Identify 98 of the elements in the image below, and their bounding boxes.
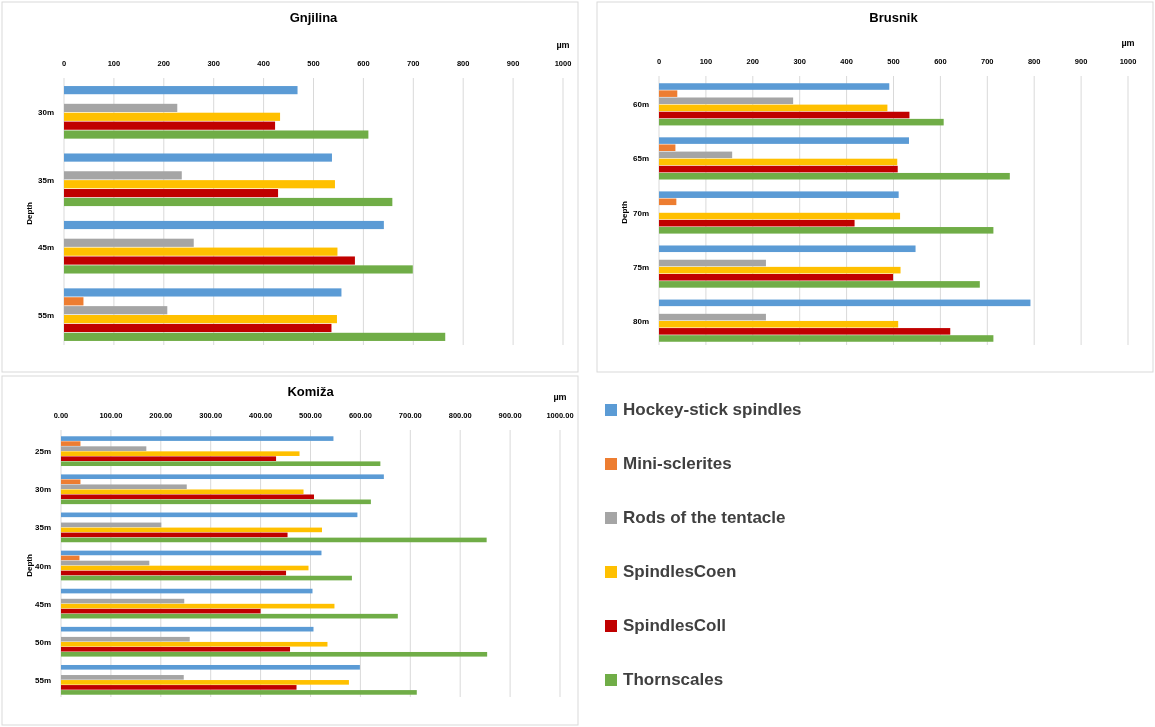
bar bbox=[659, 219, 855, 227]
bar bbox=[659, 313, 766, 321]
y-tick-label: 60m bbox=[632, 100, 649, 110]
bar bbox=[659, 335, 994, 342]
bar bbox=[61, 690, 417, 695]
y-axis-title: Depth bbox=[25, 202, 34, 225]
y-tick-label: 65m bbox=[632, 154, 649, 164]
y-tick-label: 50m bbox=[34, 637, 51, 647]
y-tick-label: 30m bbox=[34, 485, 51, 495]
bar bbox=[64, 332, 446, 341]
bar bbox=[64, 180, 335, 189]
bar bbox=[659, 158, 898, 166]
bar bbox=[64, 112, 281, 121]
legend-label: Rods of the tentacle bbox=[623, 508, 786, 527]
bar bbox=[61, 651, 488, 657]
bar bbox=[64, 265, 413, 274]
chart-title: Gnjilina bbox=[289, 10, 339, 25]
bar bbox=[64, 247, 338, 256]
bar bbox=[659, 83, 890, 90]
x-axis-title: µm bbox=[553, 392, 567, 402]
bar bbox=[61, 441, 81, 446]
y-tick-label: 35m bbox=[34, 523, 51, 533]
bar bbox=[61, 664, 360, 670]
bar bbox=[61, 451, 300, 456]
y-axis-title: Depth bbox=[25, 554, 34, 577]
bar bbox=[659, 212, 901, 220]
bar bbox=[659, 137, 909, 144]
bar bbox=[659, 245, 916, 253]
y-tick-label: 80m bbox=[632, 316, 649, 326]
y-tick-label: 35m bbox=[37, 175, 54, 185]
legend-label: SpindlesColl bbox=[623, 616, 726, 635]
x-axis-title: µm bbox=[1121, 38, 1135, 48]
bar bbox=[64, 238, 194, 247]
bar bbox=[61, 461, 381, 467]
bar bbox=[64, 197, 393, 207]
bar bbox=[61, 680, 349, 685]
bar bbox=[659, 281, 980, 288]
bar bbox=[659, 266, 901, 274]
bar bbox=[659, 273, 894, 281]
bar bbox=[64, 297, 84, 306]
legend-label: SpindlesCoen bbox=[623, 562, 737, 581]
bar bbox=[659, 299, 1031, 307]
bar bbox=[659, 191, 899, 198]
y-tick-label: 55m bbox=[37, 310, 54, 320]
bar bbox=[64, 306, 168, 315]
bar bbox=[61, 646, 291, 652]
bar bbox=[61, 484, 187, 490]
bar bbox=[64, 171, 182, 180]
y-tick-label: 75m bbox=[632, 262, 649, 272]
y-tick-label: 40m bbox=[34, 561, 51, 571]
y-tick-label: 70m bbox=[632, 208, 649, 218]
y-tick-label: 30m bbox=[37, 108, 54, 118]
bar bbox=[64, 86, 298, 95]
legend-label: Hockey-stick spindles bbox=[623, 400, 802, 419]
bar bbox=[64, 256, 355, 265]
bar bbox=[64, 189, 279, 198]
chart-title: Komiža bbox=[287, 384, 335, 399]
bar bbox=[61, 641, 328, 647]
bar bbox=[64, 323, 332, 333]
bar bbox=[659, 144, 676, 152]
bar bbox=[61, 636, 190, 642]
bar bbox=[61, 456, 277, 461]
bar bbox=[64, 153, 332, 162]
legend-label: Mini-sclerites bbox=[623, 454, 732, 473]
y-tick-label: 25m bbox=[34, 447, 51, 457]
bar bbox=[64, 103, 178, 112]
bar bbox=[659, 118, 944, 126]
bar bbox=[659, 227, 994, 234]
bar bbox=[61, 494, 314, 500]
y-tick-label: 45m bbox=[37, 243, 54, 253]
bar bbox=[64, 121, 276, 130]
y-tick-label: 55m bbox=[34, 675, 51, 685]
bar bbox=[659, 259, 766, 267]
bar bbox=[659, 151, 733, 159]
y-axis-title: Depth bbox=[620, 201, 629, 224]
y-tick-label: 45m bbox=[34, 599, 51, 609]
bar bbox=[659, 320, 899, 328]
bar bbox=[659, 328, 951, 335]
x-axis-title: µm bbox=[556, 40, 570, 50]
bar bbox=[64, 288, 342, 297]
bar bbox=[61, 474, 384, 480]
bar bbox=[659, 104, 888, 112]
bar bbox=[659, 165, 898, 173]
bar bbox=[61, 675, 184, 680]
bar bbox=[659, 90, 678, 97]
bar bbox=[659, 172, 1010, 180]
chart-title: Brusnik bbox=[869, 10, 919, 25]
bar bbox=[659, 97, 794, 105]
bar bbox=[64, 315, 337, 324]
bar bbox=[61, 685, 297, 690]
bar bbox=[61, 489, 304, 495]
bar bbox=[64, 130, 369, 139]
legend-label: Thornscales bbox=[623, 670, 724, 689]
bar bbox=[61, 446, 147, 451]
bar bbox=[61, 436, 334, 441]
bar bbox=[61, 479, 81, 485]
bar bbox=[659, 111, 910, 119]
bar bbox=[64, 220, 384, 230]
